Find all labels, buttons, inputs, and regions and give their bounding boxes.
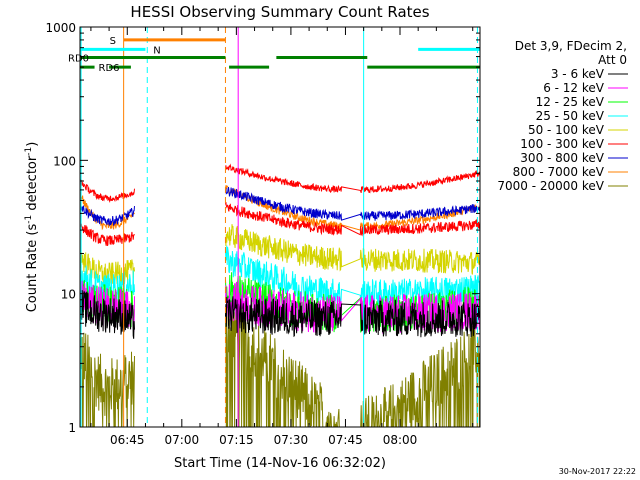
flag-label-s: S — [110, 36, 116, 47]
legend-label-3: 25 - 50 keV — [536, 109, 605, 123]
series-trace — [79, 201, 135, 227]
series-5 — [79, 202, 481, 246]
plot-area — [79, 27, 481, 428]
x-tick-label: 06:45 — [110, 433, 145, 447]
legend-label-0: 3 - 6 keV — [551, 67, 605, 81]
x-tick-label: 07:30 — [274, 433, 309, 447]
series-trace — [79, 179, 135, 203]
series-trace — [79, 252, 135, 286]
x-tick-label: 07:15 — [219, 433, 254, 447]
x-tick-label: 08:00 — [383, 433, 418, 447]
series-trace — [79, 223, 135, 246]
legend-label-6: 300 - 800 keV — [520, 151, 604, 165]
series-trace — [225, 202, 481, 237]
legend-label-2: 12 - 25 keV — [536, 95, 605, 109]
legend-label-8: 7000 - 20000 keV — [497, 179, 604, 193]
x-axis-label: Start Time (14-Nov-16 06:32:02) — [174, 456, 386, 471]
x-axis: 06:45 07:00 07:15 07:30 07:45 08:00 — [90, 27, 474, 447]
footer-date: 30-Nov-2017 22:22 — [559, 467, 636, 476]
plot-frame — [79, 26, 481, 428]
legend-label-7: 800 - 7000 keV — [513, 165, 605, 179]
series-trace — [79, 290, 135, 339]
legend-label-5: 100 - 300 keV — [520, 137, 604, 151]
legend-label-1: 6 - 12 keV — [543, 81, 605, 95]
series-trace — [225, 296, 481, 338]
y-axis-label: Count Rate (s-1 detector-1) — [24, 142, 40, 313]
series-0 — [79, 290, 481, 339]
series-6 — [79, 186, 481, 227]
flag-label-rd0: RD0 — [68, 54, 89, 65]
y-tick-label: 10 — [61, 288, 76, 302]
x-tick-label: 07:45 — [328, 433, 363, 447]
series-red-upper-trace — [79, 163, 480, 203]
flag-label-n: N — [153, 45, 160, 56]
series-trace — [225, 186, 481, 221]
series-trace — [225, 224, 481, 275]
legend-label-4: 50 - 100 keV — [528, 123, 605, 137]
x-tick-label: 07:00 — [165, 433, 200, 447]
series-trace — [225, 185, 481, 231]
flag-bars: S N RD0 RD6 — [68, 36, 480, 74]
legend-header-line1: Det 3,9, FDecim 2, — [515, 39, 627, 53]
y-tick-label: 1000 — [45, 21, 76, 35]
series-trace — [79, 332, 135, 428]
y-tick-label: 100 — [53, 154, 76, 168]
series-trace — [225, 163, 480, 194]
legend-header-line2: Att 0 — [598, 53, 627, 67]
chart-title: HESSI Observing Summary Count Rates — [130, 3, 429, 21]
y-tick-label: 1 — [68, 421, 76, 435]
y-axis: 1 10 100 1000 — [45, 21, 480, 435]
flag-label-rd6: RD6 — [99, 63, 120, 74]
series-4 — [79, 224, 481, 286]
